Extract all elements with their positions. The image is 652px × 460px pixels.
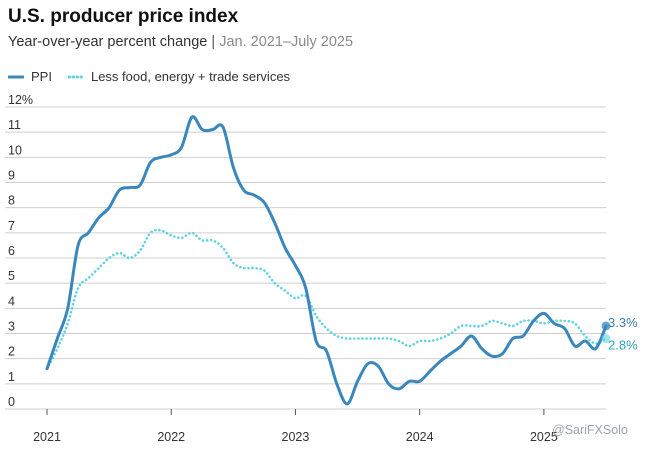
- y-tick-label: 6: [8, 244, 15, 258]
- y-tick-label: 2: [8, 345, 15, 359]
- y-tick-label: 5: [8, 269, 15, 283]
- end-marker-core: [601, 334, 611, 344]
- subtitle-main: Year-over-year percent change: [8, 34, 208, 50]
- y-tick-label: 0: [8, 395, 15, 409]
- legend-item-ppi: PPI: [8, 69, 52, 84]
- subtitle-separator: |: [211, 34, 216, 50]
- x-tick-label: 2021: [33, 430, 61, 444]
- x-tick-label: 2022: [157, 430, 185, 444]
- y-tick-label: 12%: [8, 93, 33, 107]
- x-axis-ticks: 2021 2022 2023 2024 2025: [33, 409, 558, 444]
- legend-label-ppi: PPI: [31, 69, 52, 84]
- legend-label-core: Less food, energy + trade services: [90, 69, 291, 84]
- legend-swatch-ppi: [8, 75, 24, 78]
- x-tick-label: 2024: [406, 430, 434, 444]
- end-label-ppi: 3.3%: [608, 315, 638, 330]
- x-tick-label: 2025: [530, 430, 558, 444]
- y-tick-label: 8: [8, 194, 15, 208]
- end-markers: 2.8% 3.3%: [601, 315, 638, 353]
- y-tick-label: 10: [8, 143, 22, 157]
- gridlines: [5, 106, 606, 410]
- y-tick-label: 4: [8, 294, 15, 308]
- chart-subtitle: Year-over-year percent change | Jan. 202…: [8, 34, 353, 50]
- series-line-ppi: [45, 115, 608, 406]
- chart-legend: PPI Less food, energy + trade services: [8, 69, 306, 84]
- series-line-core: [45, 228, 608, 371]
- series-lines: [45, 115, 608, 406]
- y-tick-label: 3: [8, 320, 15, 334]
- legend-item-core: Less food, energy + trade services: [67, 69, 291, 84]
- subtitle-range: Jan. 2021–July 2025: [219, 34, 354, 50]
- y-tick-label: 7: [8, 219, 15, 233]
- y-tick-label: 11: [8, 118, 21, 132]
- end-label-core: 2.8%: [608, 338, 638, 353]
- y-tick-label: 9: [8, 169, 15, 183]
- end-marker-ppi: [601, 321, 611, 331]
- watermark: @SariFXSolo: [552, 423, 628, 437]
- legend-swatch-core: [67, 75, 84, 78]
- x-tick-label: 2023: [282, 430, 310, 444]
- chart-title: U.S. producer price index: [8, 6, 239, 27]
- y-tick-label: 1: [8, 370, 15, 384]
